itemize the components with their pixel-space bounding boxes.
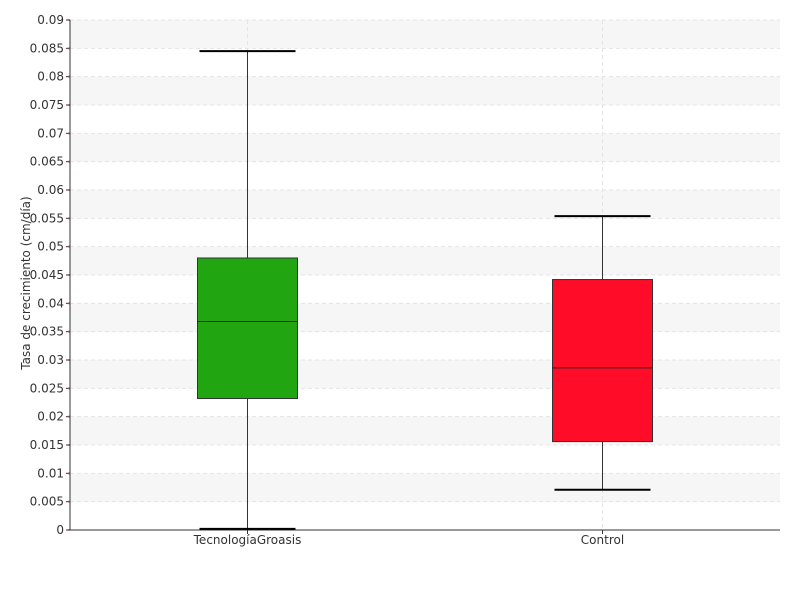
- y-tick-label: 0.01: [37, 466, 64, 480]
- background-band: [70, 331, 780, 360]
- background-band: [70, 20, 780, 49]
- box-plot-1: [197, 50, 298, 530]
- y-tick-label: 0.075: [30, 98, 64, 112]
- background-band: [70, 161, 780, 190]
- y-tick-label: 0.045: [30, 268, 64, 282]
- background-band: [70, 360, 780, 389]
- background-band: [70, 105, 780, 134]
- y-tick-label: 0.065: [30, 155, 64, 169]
- background-band: [70, 445, 780, 474]
- y-tick-label: 0.005: [30, 495, 64, 509]
- box-series: [197, 50, 653, 530]
- y-tick-label: 0.02: [37, 410, 64, 424]
- background-band: [70, 303, 780, 332]
- background-band: [70, 501, 780, 530]
- y-tick-label: 0.035: [30, 325, 64, 339]
- y-tick-label: 0.06: [37, 183, 64, 197]
- background-bands: [70, 20, 780, 530]
- x-tick-label: Control: [581, 533, 624, 547]
- iqr-box: [197, 257, 298, 400]
- y-tick-label: 0.04: [37, 296, 64, 310]
- background-band: [70, 275, 780, 304]
- y-tick-label: 0.07: [37, 126, 64, 140]
- background-band: [70, 48, 780, 77]
- background-band: [70, 218, 780, 247]
- y-tick-label: 0.03: [37, 353, 64, 367]
- axis-labels: 0 0.005 0.01 0.015 0.02 0.025 0.03 0.035 0.04 0.0…: [30, 13, 625, 547]
- y-tick-label: 0.08: [37, 70, 64, 84]
- y-tick-label: 0.085: [30, 41, 64, 55]
- y-tick-label: 0.025: [30, 381, 64, 395]
- background-band: [70, 76, 780, 105]
- box-plot-2: [552, 215, 653, 491]
- iqr-box: [552, 279, 653, 443]
- background-band: [70, 416, 780, 445]
- background-band: [70, 246, 780, 275]
- axes: [66, 19, 780, 534]
- y-tick-label: 0: [56, 523, 64, 537]
- y-axis-label: Tasa de crecimiento (cm/día): [19, 196, 33, 370]
- background-band: [70, 388, 780, 417]
- y-tick-label: 0.09: [37, 13, 64, 27]
- background-band: [70, 133, 780, 162]
- y-tick-label: 0.05: [37, 240, 64, 254]
- y-tick-label: 0.055: [30, 211, 64, 225]
- y-tick-label: 0.015: [30, 438, 64, 452]
- background-band: [70, 190, 780, 219]
- x-tick-label: TecnologíaGroasis: [193, 533, 302, 547]
- background-band: [70, 473, 780, 502]
